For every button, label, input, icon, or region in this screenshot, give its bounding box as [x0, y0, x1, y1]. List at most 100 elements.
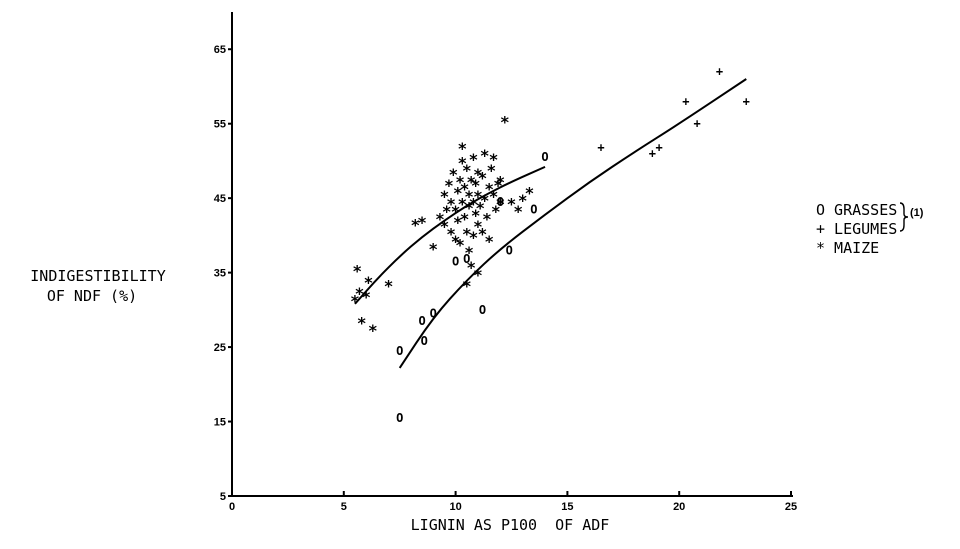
maize-point-62: *	[500, 113, 510, 132]
legend: O GRASSES+ LEGUMES* MAIZE (1)	[816, 201, 924, 257]
x-tick-label-10: 10	[449, 501, 461, 513]
maize-point-10: *	[417, 213, 427, 232]
maize-point-38: *	[469, 195, 479, 214]
maize-point-28: *	[457, 139, 467, 158]
y-tick-label-15: 15	[214, 417, 226, 429]
maize-point-41: *	[471, 176, 481, 195]
maize-point-16: *	[444, 176, 454, 195]
maize-point-57: *	[489, 150, 499, 169]
maize-point-22: *	[453, 183, 463, 202]
grasses-point-1: O	[396, 344, 403, 358]
x-axis-title: LIGNIN AS P100 OF ADF	[411, 516, 610, 534]
maize-point-19: *	[449, 165, 459, 184]
grasses-point-3: O	[418, 314, 425, 328]
maize-point-64: *	[513, 202, 523, 221]
maize-point-35: *	[464, 187, 474, 206]
maize-point-8: *	[368, 321, 378, 340]
maize-point-45: *	[473, 217, 483, 236]
maize-point-44: *	[473, 165, 483, 184]
maize-point-48: *	[478, 224, 488, 243]
legumes-point-3: +	[655, 141, 662, 155]
maize-point-55: *	[487, 161, 497, 180]
maize-point-1: *	[352, 262, 362, 281]
maize-point-14: *	[440, 187, 450, 206]
maize-point-27: *	[457, 154, 467, 173]
maize-point-11: *	[428, 239, 438, 258]
maize-point-24: *	[455, 172, 465, 191]
maize-point-9: *	[411, 215, 421, 234]
maize-point-25: *	[455, 236, 465, 255]
maize-point-15: *	[442, 202, 452, 221]
maize-point-46: *	[473, 265, 483, 284]
maize-point-49: *	[478, 169, 488, 188]
legend-brace	[899, 202, 909, 232]
legumes-point-4: +	[682, 94, 689, 108]
y-tick-label-25: 25	[214, 342, 226, 354]
legumes-point-1: +	[597, 141, 604, 155]
x-tick-label-15: 15	[561, 501, 573, 513]
maize-point-67: *	[462, 277, 472, 296]
maize-point-33: *	[464, 198, 474, 217]
maize-point-51: *	[480, 191, 490, 210]
maize-point-34: *	[464, 243, 474, 262]
grasses-point-9: O	[497, 195, 504, 209]
maize-point-6: *	[384, 277, 394, 296]
maize-point-63: *	[507, 195, 517, 214]
maize-point-66: *	[525, 183, 535, 202]
legumes-point-2: +	[649, 146, 656, 160]
maize-point-20: *	[451, 202, 461, 221]
maize-point-5: *	[361, 288, 371, 307]
grasses-point-7: O	[463, 252, 470, 266]
fit-curve-1	[354, 165, 546, 305]
x-tick-label-25: 25	[785, 501, 797, 513]
maize-point-61: *	[495, 195, 505, 214]
legumes-point-7: +	[743, 94, 750, 108]
maize-point-43: *	[473, 187, 483, 206]
y-axis-title-line-2: OF NDF (%)	[47, 287, 137, 305]
fit-curve-2	[398, 78, 747, 369]
y-tick-label-5: 5	[220, 491, 226, 503]
grasses-point-8: O	[479, 303, 486, 317]
maize-point-21: *	[451, 232, 461, 251]
maize-point-60: *	[495, 172, 505, 191]
maize-point-36: *	[466, 172, 476, 191]
maize-point-4: *	[364, 273, 374, 292]
maize-point-58: *	[491, 202, 501, 221]
maize-point-39: *	[469, 150, 479, 169]
grasses-point-4: O	[421, 334, 428, 348]
maize-point-59: *	[493, 176, 503, 195]
maize-point-13: *	[440, 217, 450, 236]
maize-point-31: *	[462, 224, 472, 243]
maize-point-23: *	[453, 213, 463, 232]
legend-item-maize: * MAIZE	[816, 239, 879, 257]
maize-point-50: *	[480, 146, 490, 165]
y-axis-title-line-1: INDIGESTIBILITY	[30, 267, 165, 285]
x-tick-label-20: 20	[673, 501, 685, 513]
legumes-point-6: +	[716, 65, 723, 79]
y-tick-label-45: 45	[214, 193, 226, 205]
maize-point-17: *	[446, 195, 456, 214]
grasses-point-5: O	[430, 307, 437, 321]
maize-point-18: *	[446, 224, 456, 243]
legend-note: (1)	[910, 207, 924, 219]
y-tick-label-35: 35	[214, 268, 226, 280]
grasses-point-10: O	[506, 243, 513, 257]
maize-point-52: *	[482, 209, 492, 228]
grasses-point-6: O	[452, 254, 459, 268]
fit-curves	[354, 78, 747, 369]
maize-point-30: *	[460, 180, 470, 199]
maize-point-37: *	[466, 258, 476, 277]
maize-point-3: *	[355, 284, 365, 303]
maize-point-2: *	[350, 291, 360, 310]
maize-point-29: *	[460, 209, 470, 228]
grasses-point-11: O	[530, 202, 537, 216]
maize-point-54: *	[484, 232, 494, 251]
grasses-point-2: O	[396, 411, 403, 425]
x-tick-label-0: 0	[229, 501, 235, 513]
maize-point-7: *	[357, 314, 367, 333]
grasses-point-12: O	[541, 150, 548, 164]
maize-point-42: *	[471, 206, 481, 225]
y-tick-label-65: 65	[214, 44, 226, 56]
